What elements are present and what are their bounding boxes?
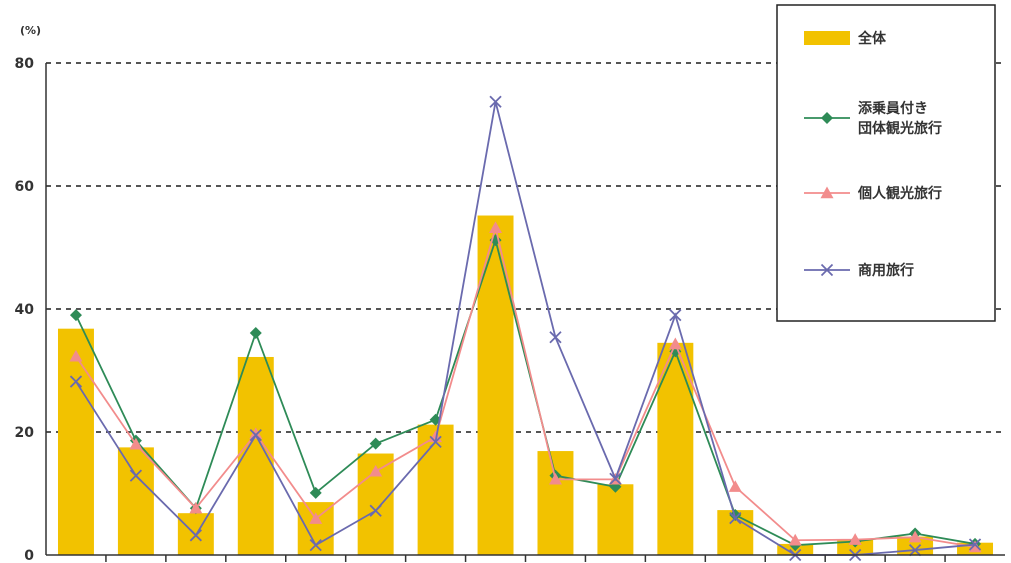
legend-marker-2 bbox=[821, 112, 833, 124]
series-3-point-8 bbox=[489, 95, 502, 108]
legend-label-1-line-1: 全体 bbox=[857, 30, 887, 47]
series-3-point-9-b bbox=[549, 331, 562, 344]
legend-label-4-line-1: 商用旅行 bbox=[858, 262, 914, 279]
series-3-point-15-b bbox=[908, 543, 922, 557]
legend-swatch-1 bbox=[804, 31, 850, 45]
y-tick-label-40: 40 bbox=[15, 302, 35, 318]
series-1-point-4 bbox=[249, 326, 262, 339]
series-2-point-14 bbox=[848, 533, 862, 545]
series-1-point-1 bbox=[69, 309, 82, 322]
series-3-point-6-b bbox=[369, 504, 382, 517]
y-tick-label-60: 60 bbox=[15, 179, 35, 195]
legend-label-4: 商用旅行 bbox=[858, 262, 914, 279]
series-1-point-5 bbox=[309, 486, 322, 499]
series-3-point-12-b bbox=[729, 511, 742, 525]
legend-item-3: 個人観光旅行 bbox=[804, 185, 942, 202]
bar-7 bbox=[417, 424, 454, 555]
series-2-point-16 bbox=[968, 540, 982, 553]
series-3-point-11-b bbox=[669, 309, 682, 322]
legend-item-2: 添乗員付き団体観光旅行 bbox=[804, 100, 942, 137]
series-3-point-2-b bbox=[129, 469, 143, 482]
legend-label-3: 個人観光旅行 bbox=[857, 185, 942, 202]
series-1-point-6 bbox=[369, 437, 382, 450]
series-3-point-7-b bbox=[429, 435, 442, 448]
legend-label-2: 添乗員付き団体観光旅行 bbox=[858, 100, 942, 137]
series-3-point-3-b bbox=[189, 529, 202, 542]
legend-item-1: 全体 bbox=[804, 30, 887, 47]
series-3-point-9 bbox=[549, 331, 562, 344]
series-3-point-15 bbox=[908, 543, 922, 557]
bar-1 bbox=[57, 328, 94, 555]
series-3-point-1-b bbox=[69, 375, 83, 388]
y-unit-label: (%) bbox=[20, 24, 41, 37]
series-3-point-7 bbox=[429, 435, 442, 448]
legend-box bbox=[776, 4, 996, 322]
legend-marker-3 bbox=[820, 186, 834, 199]
series-2-point-2 bbox=[129, 437, 143, 450]
series-3-point-5-b bbox=[309, 539, 322, 552]
series-3-point-6 bbox=[369, 504, 382, 517]
legend-label-1: 全体 bbox=[857, 30, 887, 47]
y-tick-label-0: 0 bbox=[24, 548, 34, 563]
series-2-point-13 bbox=[788, 533, 802, 546]
series-3-point-16-b bbox=[968, 538, 982, 551]
series-3-point-5 bbox=[309, 539, 322, 552]
series-2-point-9 bbox=[548, 472, 562, 485]
series-2-point-5 bbox=[309, 512, 323, 524]
series-3-point-10-b bbox=[609, 472, 622, 485]
y-tick-label-20: 20 bbox=[15, 425, 35, 441]
series-3-point-4-b bbox=[249, 428, 262, 442]
x-ticks bbox=[105, 555, 946, 562]
bars bbox=[57, 215, 994, 555]
series-2-point-8 bbox=[489, 221, 503, 234]
bar-10 bbox=[597, 484, 634, 555]
legend-label-2-line-2: 団体観光旅行 bbox=[858, 120, 942, 137]
series-1-line bbox=[75, 236, 976, 547]
series-3-point-12 bbox=[729, 511, 742, 525]
bar-9 bbox=[537, 451, 574, 555]
series-3-point-2 bbox=[129, 469, 143, 482]
series-3-point-4 bbox=[249, 428, 262, 442]
y-ticks: 0 20 40 60 80 bbox=[15, 56, 35, 563]
series-3-point-16 bbox=[968, 538, 982, 551]
bar-5 bbox=[297, 502, 334, 555]
series-3-point-11 bbox=[669, 309, 682, 322]
bar-2 bbox=[117, 447, 154, 555]
series-3-point-1 bbox=[69, 375, 83, 388]
y-tick-label-80: 80 bbox=[15, 56, 35, 72]
series-2-point-4 bbox=[249, 427, 263, 440]
series-2-line bbox=[75, 224, 976, 548]
series-2-point-3 bbox=[189, 501, 203, 514]
legend-label-3-line-1: 個人観光旅行 bbox=[857, 185, 942, 202]
series-2-point-12 bbox=[728, 480, 742, 492]
series-3-point-8-b bbox=[489, 95, 502, 108]
legend-item-4: 商用旅行 bbox=[804, 262, 914, 279]
series-2-point-6 bbox=[369, 464, 383, 477]
series-2-point-1 bbox=[69, 349, 83, 362]
legend-label-2-line-1: 添乗員付き bbox=[858, 100, 928, 117]
legend-marker-4 bbox=[820, 263, 834, 277]
series-2-point-11 bbox=[668, 337, 682, 350]
series-3-point-3 bbox=[189, 529, 202, 542]
bar-8 bbox=[477, 215, 514, 555]
series-3-point-10 bbox=[609, 472, 622, 485]
legend-marker-4-b bbox=[820, 263, 834, 277]
series-2-point-15 bbox=[908, 530, 922, 543]
